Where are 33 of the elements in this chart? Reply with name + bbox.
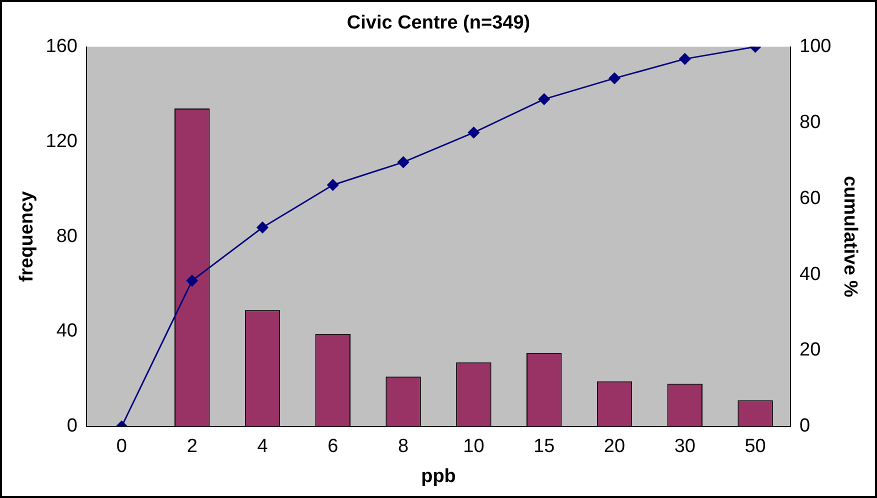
y-tick-label: 120 — [46, 130, 78, 152]
chart-title: Civic Centre (n=349) — [346, 12, 530, 34]
y2-tick-label: 100 — [800, 36, 832, 58]
x-tick-label: 15 — [534, 436, 555, 458]
point — [327, 179, 339, 191]
y-tick-label: 80 — [56, 226, 78, 247]
y-tick-label: 160 — [46, 36, 78, 58]
y2-tick-label: 0 — [800, 416, 810, 437]
x-tick-label: 2 — [186, 436, 198, 458]
point — [679, 53, 691, 65]
x-tick-label: 8 — [398, 436, 409, 458]
y2-tick-label: 60 — [800, 188, 821, 209]
x-tick-label: 20 — [604, 436, 626, 458]
point — [256, 222, 268, 234]
point — [468, 126, 480, 138]
x-tick-label: 10 — [463, 436, 484, 458]
y2-tick-label: 80 — [800, 112, 821, 133]
x-tick-label: 6 — [328, 436, 338, 458]
point — [186, 274, 198, 286]
point — [538, 93, 550, 105]
x-axis-title: ppb — [421, 466, 456, 487]
point — [608, 72, 620, 84]
x-tick-label: 4 — [257, 436, 268, 458]
y2-tick-label: 40 — [800, 264, 821, 285]
y-tick-label: 0 — [66, 416, 78, 437]
y-axis-title: frequency — [16, 190, 38, 282]
x-tick-label: 0 — [116, 436, 127, 458]
y2-tick-label: 20 — [800, 340, 821, 361]
x-tick-label: 30 — [674, 436, 696, 458]
y-tick-label: 40 — [56, 320, 78, 342]
point — [398, 156, 410, 168]
x-tick-label: 50 — [744, 436, 766, 458]
y2-axis-title: cumulative % — [839, 176, 860, 298]
